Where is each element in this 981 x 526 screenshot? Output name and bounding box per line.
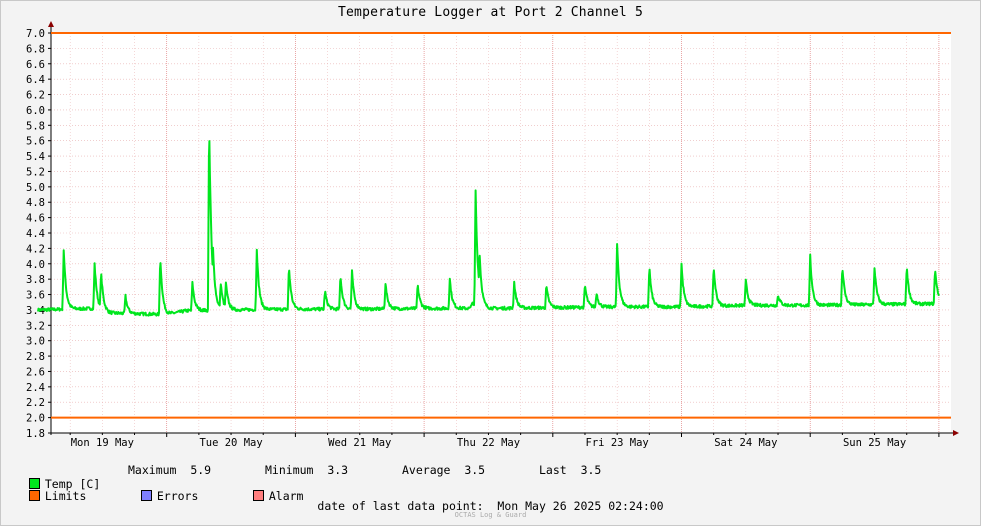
- legend-temp-label: Temp [C]: [44, 477, 101, 491]
- average-value: 3.5: [464, 463, 486, 477]
- limits-swatch: [28, 490, 40, 501]
- x-axis-arrow: [953, 430, 959, 436]
- legend-average: Average 3.5: [402, 463, 485, 477]
- y-tick-label: 5.0: [26, 182, 45, 194]
- last-data-point-value: Mon May 26 2025 02:24:00: [497, 499, 664, 513]
- y-tick-label: 2.4: [26, 382, 45, 394]
- y-tick-label: 2.6: [26, 366, 45, 378]
- y-tick-label: 4.2: [26, 243, 45, 255]
- legend-limits: Limits: [15, 475, 86, 503]
- y-tick-label: 2.2: [26, 397, 45, 409]
- errors-swatch: [140, 490, 152, 501]
- x-tick-label: Tue 20 May: [199, 437, 262, 449]
- y-tick-label: 6.0: [26, 105, 45, 117]
- y-tick-label: 5.4: [26, 151, 45, 163]
- y-tick-label: 6.4: [26, 74, 45, 86]
- alarm-swatch: [252, 490, 264, 501]
- y-tick-label: 3.0: [26, 336, 45, 348]
- x-tick-label: Sat 24 May: [714, 437, 777, 449]
- last-label: Last: [539, 463, 567, 477]
- legend-errors-label: Errors: [156, 489, 199, 503]
- y-tick-label: 3.4: [26, 305, 45, 317]
- x-tick-label: Sun 25 May: [843, 437, 906, 449]
- average-label: Average: [402, 463, 451, 477]
- x-tick-label: Fri 23 May: [586, 437, 649, 449]
- y-tick-label: 3.8: [26, 274, 45, 286]
- last-data-point-label: date of last data point:: [317, 499, 484, 513]
- temp-series-line: [37, 140, 940, 317]
- y-tick-label: 4.6: [26, 213, 45, 225]
- y-tick-label: 2.8: [26, 351, 45, 363]
- legend-alarm: Alarm: [239, 475, 303, 503]
- legend-limits-label: Limits: [44, 489, 87, 503]
- x-tick-label: Thu 22 May: [457, 437, 520, 449]
- y-tick-label: 3.2: [26, 320, 45, 332]
- legend-alarm-label: Alarm: [268, 489, 304, 503]
- x-tick-label: Mon 19 May: [71, 437, 134, 449]
- y-tick-label: 1.8: [26, 428, 45, 440]
- axes: 1.8 2.0 2.2 2.4 2.6 2.8 3.0 3.2 3.4 3.6 3.8 4.0 4.2 4…: [26, 21, 959, 449]
- y-tick-label: 7.0: [26, 28, 45, 40]
- legend-last: Last 3.5: [539, 463, 601, 477]
- last-data-point: date of last data point: Mon May 26 2025…: [0, 499, 981, 513]
- series-layer: [37, 32, 951, 419]
- last-value: 3.5: [580, 463, 602, 477]
- y-tick-label: 5.6: [26, 136, 45, 148]
- legend-row-1: Temp [C]: [15, 463, 100, 491]
- y-tick-label: 4.0: [26, 259, 45, 271]
- temp-swatch: [28, 478, 40, 489]
- legend-maximum: Maximum 5.9: [128, 463, 211, 477]
- watermark: OCTAS Log & Guard: [454, 511, 527, 519]
- grid: [51, 32, 951, 434]
- chart-title: Temperature Logger at Port 2 Channel 5: [337, 5, 643, 20]
- y-tick-label: 5.2: [26, 166, 45, 178]
- y-tick-label: 6.2: [26, 90, 45, 102]
- y-tick-label: 6.6: [26, 59, 45, 71]
- y-tick-label: 6.8: [26, 43, 45, 55]
- y-tick-label: 5.8: [26, 120, 45, 132]
- y-tick-label: 4.8: [26, 197, 45, 209]
- maximum-label: Maximum: [128, 463, 177, 477]
- minimum-label: Minimum: [265, 463, 314, 477]
- legend-minimum: Minimum 3.3: [265, 463, 348, 477]
- maximum-value: 5.9: [190, 463, 212, 477]
- y-tick-label: 4.4: [26, 228, 45, 240]
- y-tick-label: 2.0: [26, 413, 45, 425]
- legend-errors: Errors: [127, 475, 198, 503]
- minimum-value: 3.3: [327, 463, 349, 477]
- y-tick-label: 3.6: [26, 290, 45, 302]
- x-tick-label: Wed 21 May: [328, 437, 391, 449]
- y-axis-arrow: [48, 21, 54, 27]
